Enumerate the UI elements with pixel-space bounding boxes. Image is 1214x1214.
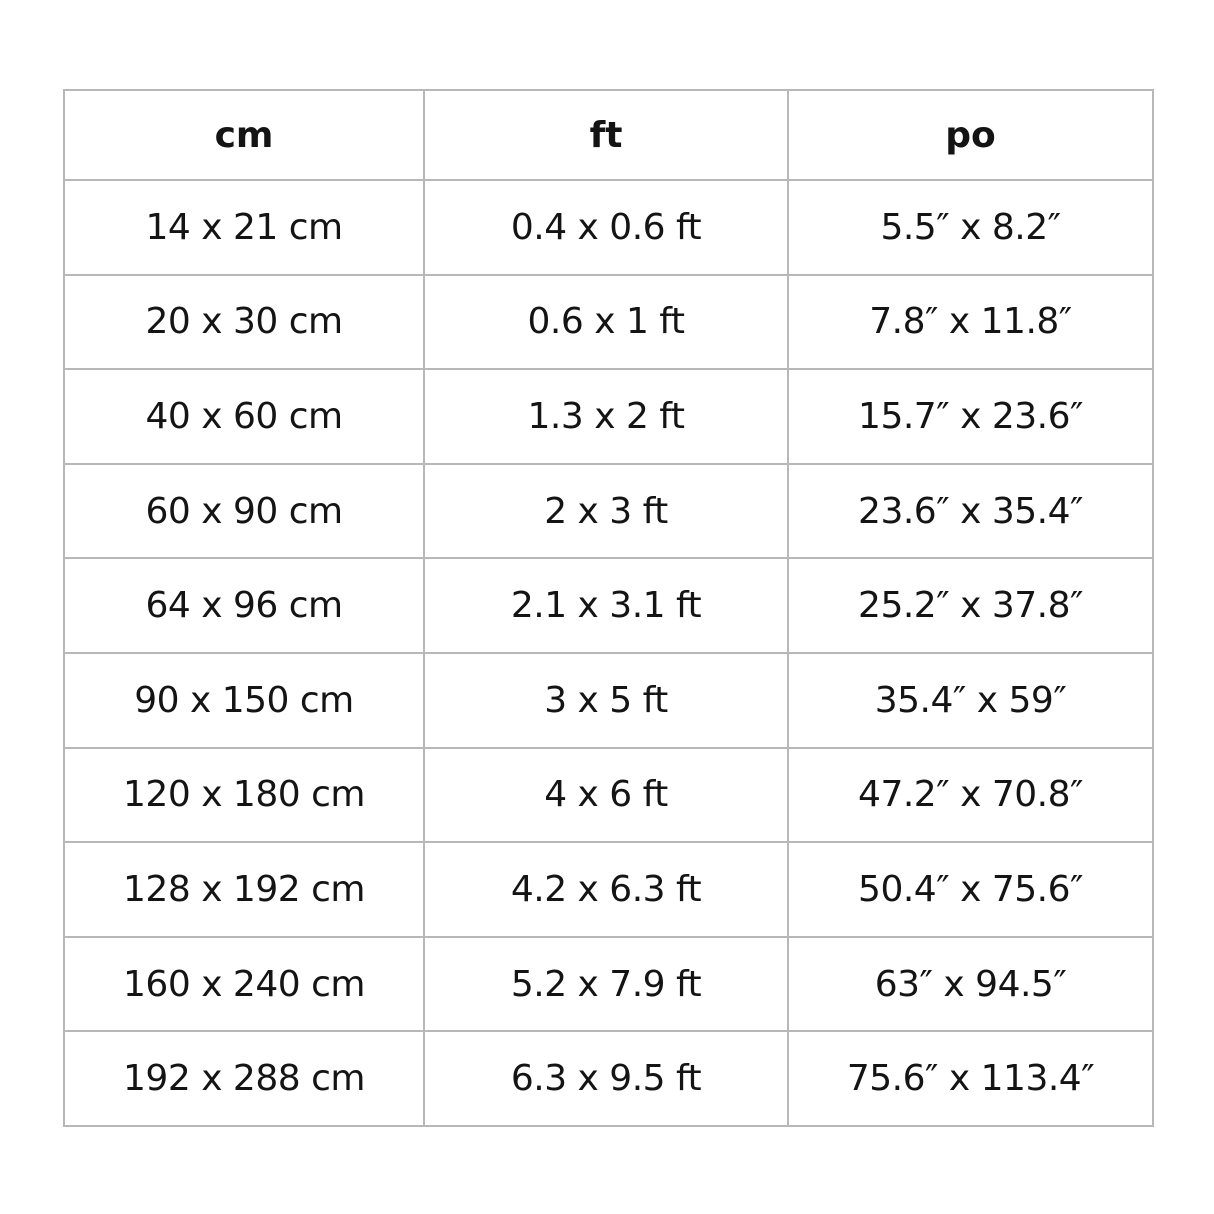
- cell-cm: 64 x 96 cm: [63, 557, 425, 654]
- table-row: 160 x 240 cm 5.2 x 7.9 ft 63″ x 94.5″: [63, 935, 1154, 1033]
- table-row: 90 x 150 cm 3 x 5 ft 35.4″ x 59″: [63, 651, 1154, 749]
- cell-po: 5.5″ x 8.2″: [787, 179, 1154, 276]
- table-row: 40 x 60 cm 1.3 x 2 ft 15.7″ x 23.6″: [63, 368, 1154, 465]
- cell-cm: 20 x 30 cm: [63, 273, 425, 371]
- table-row: 192 x 288 cm 6.3 x 9.5 ft 75.6″ x 113.4″: [63, 1030, 1154, 1127]
- cell-po: 35.4″ x 59″: [787, 651, 1154, 749]
- cell-cm: 14 x 21 cm: [63, 179, 425, 276]
- cell-ft: 3 x 5 ft: [423, 651, 789, 749]
- cell-cm: 40 x 60 cm: [63, 368, 425, 465]
- header-po: po: [787, 89, 1154, 181]
- header-cm: cm: [63, 89, 425, 181]
- cell-cm: 160 x 240 cm: [63, 935, 425, 1033]
- header-row: cm ft po: [63, 89, 1154, 181]
- cell-ft: 0.4 x 0.6 ft: [423, 179, 789, 276]
- cell-ft: 0.6 x 1 ft: [423, 273, 789, 371]
- cell-ft: 6.3 x 9.5 ft: [423, 1030, 789, 1127]
- header-ft: ft: [423, 89, 789, 181]
- cell-ft: 4.2 x 6.3 ft: [423, 841, 789, 938]
- table-row: 64 x 96 cm 2.1 x 3.1 ft 25.2″ x 37.8″: [63, 557, 1154, 654]
- size-conversion-table: cm ft po 14 x 21 cm 0.4 x 0.6 ft 5.5″ x 8.…: [63, 89, 1154, 1127]
- cell-cm: 192 x 288 cm: [63, 1030, 425, 1127]
- cell-ft: 1.3 x 2 ft: [423, 368, 789, 465]
- cell-ft: 2.1 x 3.1 ft: [423, 557, 789, 654]
- table-row: 128 x 192 cm 4.2 x 6.3 ft 50.4″ x 75.6″: [63, 841, 1154, 938]
- table-row: 60 x 90 cm 2 x 3 ft 23.6″ x 35.4″: [63, 462, 1154, 560]
- cell-cm: 120 x 180 cm: [63, 746, 425, 844]
- cell-po: 75.6″ x 113.4″: [787, 1030, 1154, 1127]
- cell-po: 7.8″ x 11.8″: [787, 273, 1154, 371]
- cell-po: 47.2″ x 70.8″: [787, 746, 1154, 844]
- cell-cm: 60 x 90 cm: [63, 462, 425, 560]
- cell-po: 23.6″ x 35.4″: [787, 462, 1154, 560]
- cell-po: 15.7″ x 23.6″: [787, 368, 1154, 465]
- table-row: 20 x 30 cm 0.6 x 1 ft 7.8″ x 11.8″: [63, 273, 1154, 371]
- table-row: 120 x 180 cm 4 x 6 ft 47.2″ x 70.8″: [63, 746, 1154, 844]
- cell-po: 63″ x 94.5″: [787, 935, 1154, 1033]
- cell-ft: 4 x 6 ft: [423, 746, 789, 844]
- cell-ft: 5.2 x 7.9 ft: [423, 935, 789, 1033]
- cell-ft: 2 x 3 ft: [423, 462, 789, 560]
- cell-cm: 128 x 192 cm: [63, 841, 425, 938]
- cell-po: 25.2″ x 37.8″: [787, 557, 1154, 654]
- table-row: 14 x 21 cm 0.4 x 0.6 ft 5.5″ x 8.2″: [63, 179, 1154, 276]
- cell-po: 50.4″ x 75.6″: [787, 841, 1154, 938]
- cell-cm: 90 x 150 cm: [63, 651, 425, 749]
